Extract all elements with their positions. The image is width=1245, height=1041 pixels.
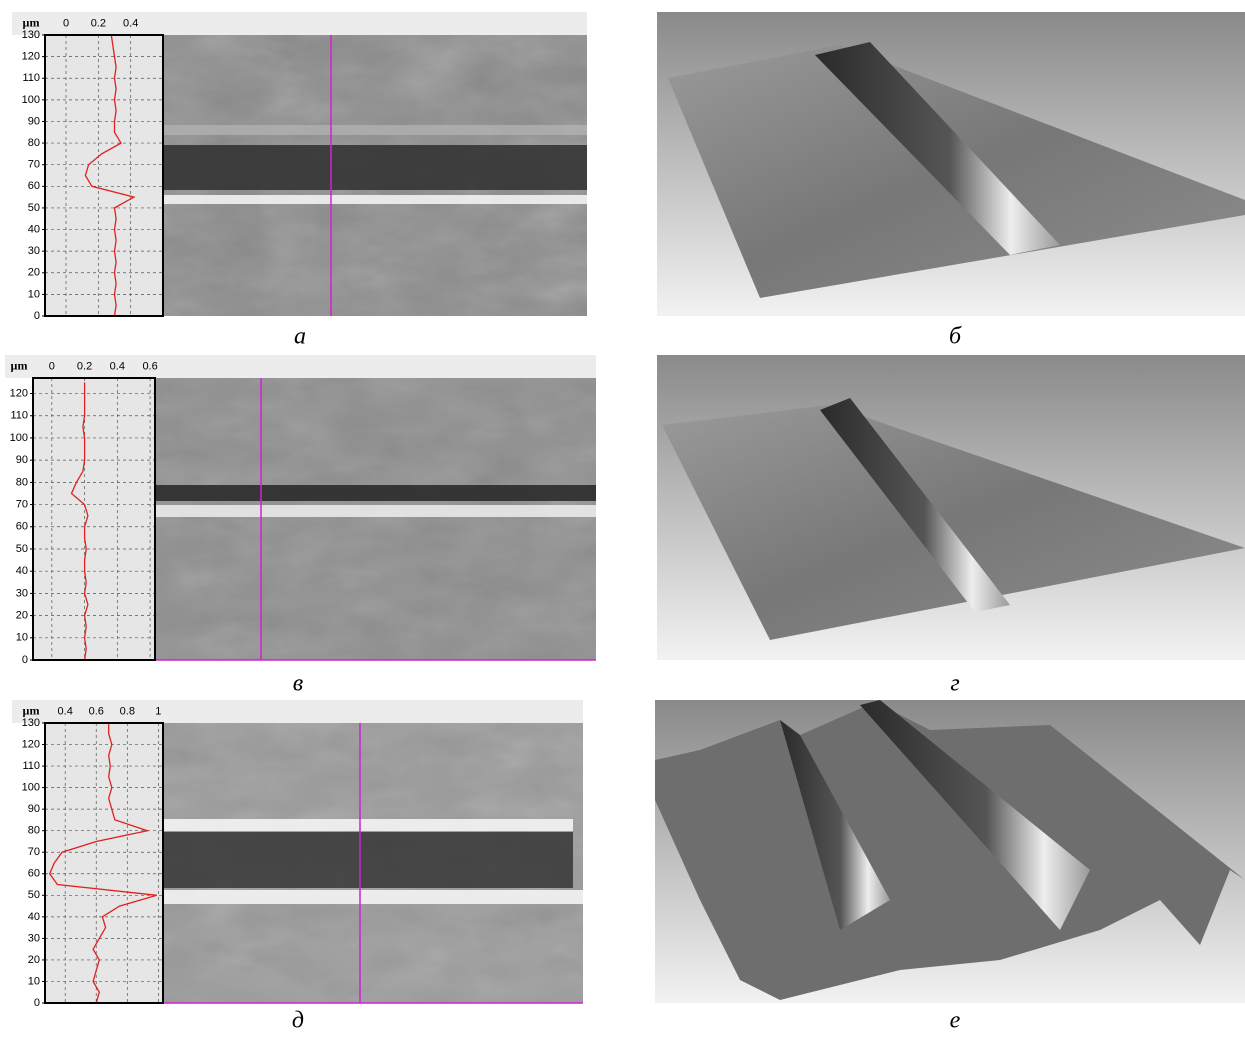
panel-caption: г [950, 671, 959, 697]
y-tick-label: 70 [16, 498, 28, 510]
y-tick-label: 30 [28, 932, 40, 944]
y-tick-label: 50 [16, 543, 28, 555]
y-tick-label: 120 [10, 387, 28, 399]
y-tick-label: 70 [28, 159, 40, 171]
y-tick-label: 120 [22, 51, 40, 63]
x-tick-label: 0.2 [91, 17, 106, 29]
panel-caption: а [294, 324, 306, 350]
y-tick-label: 0 [22, 654, 28, 666]
y-tick-label: 20 [16, 609, 28, 621]
y-tick-label: 130 [22, 29, 40, 41]
y-tick-label: 120 [22, 738, 40, 750]
surface-3d [657, 355, 1245, 660]
y-tick-label: 20 [28, 954, 40, 966]
x-tick-label: 1 [155, 705, 161, 717]
y-tick-label: 90 [28, 803, 40, 815]
y-tick-label: 0 [34, 310, 40, 322]
y-tick-label: 30 [16, 587, 28, 599]
afm-image [155, 378, 596, 660]
page: µm00.20.40102030405060708090100110120130… [0, 0, 1245, 1036]
plot-area [45, 723, 163, 1003]
afm-image [163, 723, 583, 1003]
y-tick-label: 10 [16, 632, 28, 644]
y-tick-label: 40 [16, 565, 28, 577]
panel-caption: д [292, 1008, 304, 1034]
y-tick-label: 40 [28, 223, 40, 235]
x-tick-label: 0.8 [120, 705, 135, 717]
x-tick-label: 0 [63, 17, 69, 29]
header-strip [5, 355, 596, 378]
afm-image [163, 35, 587, 316]
axis-unit: µm [11, 358, 28, 372]
x-tick-label: 0.4 [110, 360, 125, 372]
x-tick-label: 0.2 [77, 360, 92, 372]
y-tick-label: 10 [28, 975, 40, 987]
y-tick-label: 40 [28, 911, 40, 923]
y-tick-label: 10 [28, 288, 40, 300]
panel-caption: б [949, 324, 962, 350]
surface-3d [657, 12, 1245, 316]
y-tick-label: 100 [22, 782, 40, 794]
y-tick-label: 110 [10, 410, 28, 422]
plot-area [45, 35, 163, 316]
y-tick-label: 100 [22, 94, 40, 106]
y-tick-label: 30 [28, 245, 40, 257]
y-tick-label: 110 [22, 72, 40, 84]
panel-caption: в [293, 671, 303, 697]
figure: µm00.20.40102030405060708090100110120130… [0, 0, 1245, 1036]
panel-caption: е [950, 1008, 961, 1034]
y-tick-label: 0 [34, 997, 40, 1009]
y-tick-label: 90 [16, 454, 28, 466]
axis-unit: µm [23, 703, 40, 717]
y-tick-label: 60 [16, 521, 28, 533]
surface-3d [655, 700, 1245, 1003]
y-tick-label: 80 [28, 825, 40, 837]
x-tick-label: 0 [49, 360, 55, 372]
x-tick-label: 0.6 [89, 705, 104, 717]
y-tick-label: 60 [28, 868, 40, 880]
axis-unit: µm [23, 15, 40, 29]
y-tick-label: 90 [28, 115, 40, 127]
x-tick-label: 0.4 [58, 705, 73, 717]
y-tick-label: 50 [28, 202, 40, 214]
y-tick-label: 100 [10, 432, 28, 444]
y-tick-label: 80 [28, 137, 40, 149]
y-tick-label: 130 [22, 717, 40, 729]
y-tick-label: 20 [28, 267, 40, 279]
y-tick-label: 50 [28, 889, 40, 901]
x-tick-label: 0.4 [123, 17, 138, 29]
plot-area [33, 378, 155, 660]
y-tick-label: 80 [16, 476, 28, 488]
y-tick-label: 60 [28, 180, 40, 192]
y-tick-label: 70 [28, 846, 40, 858]
x-tick-label: 0.6 [142, 360, 157, 372]
y-tick-label: 110 [22, 760, 40, 772]
